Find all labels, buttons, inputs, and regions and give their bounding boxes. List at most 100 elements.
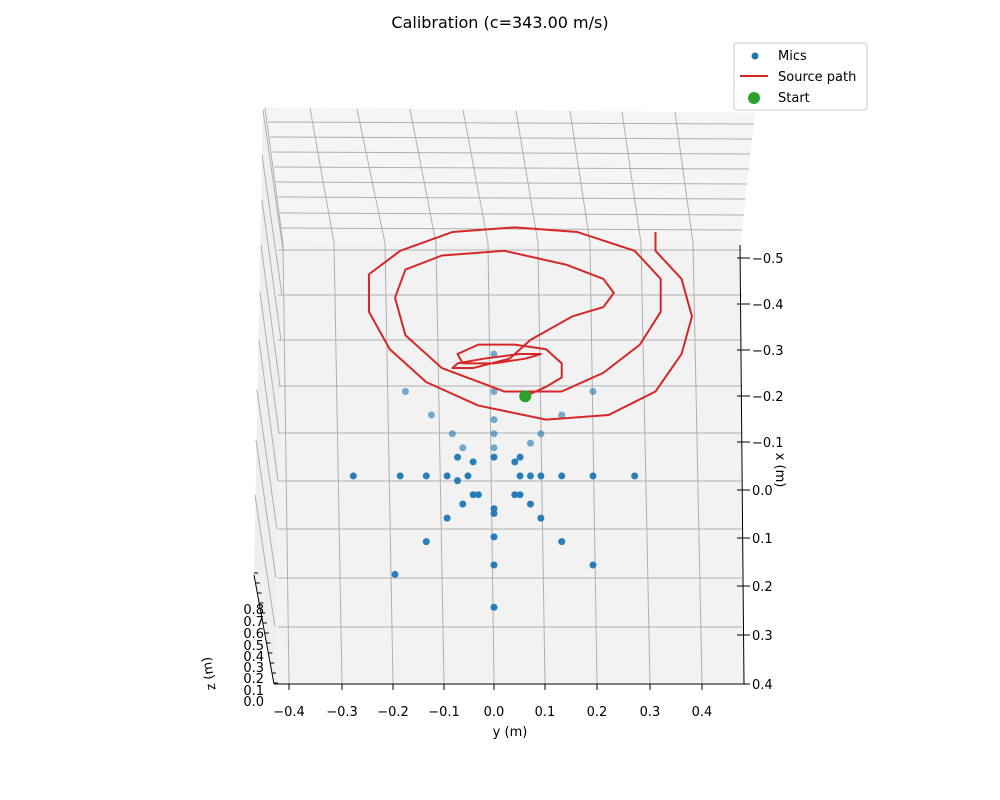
mic-point [516,472,524,480]
mic-point [490,561,498,569]
legend-start-marker [748,92,760,104]
tick-marks: −0.4 −0.3 −0.2 −0.1 0.0 0.1 0.2 0.3 0.40.40.30.2… [243,252,783,720]
mic-point [396,472,404,480]
z-tick-label: 0.5 [243,639,264,654]
mic-point [459,444,467,452]
mic-point [537,430,545,438]
z-tick-label: 0.4 [243,650,264,665]
grid-line [309,107,335,244]
mic-point [589,388,597,396]
grid-line [435,242,445,685]
mic-point [526,439,534,447]
grid-line [409,108,437,244]
mic-point [558,411,566,419]
grid-line [261,154,283,296]
grid-line [273,166,750,170]
source-path-series [367,226,693,421]
mic-point [454,453,462,461]
x-tick-label: −0.3 [326,705,358,720]
grid-line [271,151,751,155]
mic-point [422,472,430,480]
y-tick-label: −0.5 [752,252,784,267]
mic-point [391,570,399,578]
mic-point [631,472,639,480]
grid-line [280,227,743,231]
y-tick-label: 0.2 [752,580,773,595]
z-tick-label: 0.3 [243,661,264,676]
grid-line [356,108,386,244]
legend-frame [733,42,868,111]
mic-point [469,491,477,499]
x-tick-label: 0.4 [692,705,713,720]
mic-point [490,505,498,513]
floor-pane [274,243,744,684]
start-series [519,390,532,403]
mic-point [469,458,477,466]
grid-line [621,111,642,244]
mic-point [490,416,498,424]
grid-line [258,339,279,482]
y-tick-label: 0.1 [752,532,773,547]
z-tick-label: 0.1 [243,684,264,699]
x-tick-label: −0.2 [377,705,409,720]
mic-point [464,472,472,480]
mic-point [459,500,467,508]
chart-title: Calibration (c=343.00 m/s) [391,13,608,32]
mic-point [490,533,498,541]
mic-point [448,430,456,438]
mic-point [443,514,451,522]
grid-line [254,494,276,628]
mic-point [427,411,435,419]
mic-point [589,561,597,569]
grid-line [256,389,278,530]
mic-point [490,444,498,452]
mic-point [490,430,498,438]
mic-point [526,472,534,480]
grid-line [277,196,746,200]
mic-point [589,472,597,480]
y-axis-label: x (m) [772,453,787,488]
grid-line [267,121,755,125]
back-pane [263,107,755,245]
mic-point [511,458,519,466]
x-axis-label: y (m) [493,725,528,740]
mic-point [516,491,524,499]
legend-source-path-label: Source path [778,70,856,85]
y-tick-label: −0.4 [752,298,784,313]
grid-line [692,242,703,685]
legend-mics-marker [751,52,759,60]
mic-point [511,491,519,499]
z-tick-label: 0.2 [243,672,264,687]
grid-line [462,109,489,244]
grid-line [260,244,281,387]
x-tick-label: 0.0 [484,705,505,720]
mics-series [349,350,639,611]
mic-point [526,500,534,508]
y-axis-line [739,244,745,685]
x-tick-label: −0.4 [273,705,305,720]
grid-line [264,107,284,244]
source-path-line [367,226,693,421]
mic-point [558,472,566,480]
mic-point [537,514,545,522]
grid-line [569,110,591,244]
grid-line [282,242,290,685]
y-tick-label: 0.3 [752,629,773,644]
grid-line [674,111,694,244]
legend-start-label: Start [778,91,810,106]
grid-line [515,110,539,244]
grid-line [269,136,753,140]
grid-line [259,291,280,434]
mic-point [558,538,566,546]
y-tick-label: −0.2 [752,390,784,405]
start-point [519,390,532,403]
y-tick-label: −0.1 [752,436,784,451]
y-tick-label: 0.4 [752,678,773,693]
grid-line [333,242,343,685]
axes [253,244,745,685]
mic-point [474,491,482,499]
grid-line [275,181,748,185]
mic-point [490,603,498,611]
mic-point [537,472,545,480]
